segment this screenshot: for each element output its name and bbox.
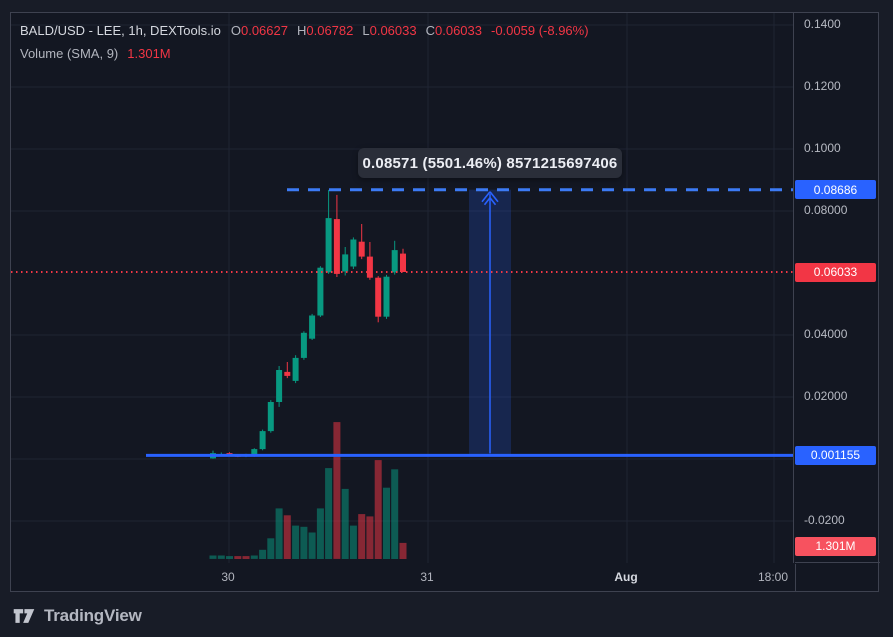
price-tick-label: 0.04000 <box>804 327 848 341</box>
chart-widget: BALD/USD - LEE, 1h, DEXTools.io O0.06627 H… <box>10 12 880 592</box>
candle-body <box>391 250 398 273</box>
volume-bar <box>399 542 407 559</box>
candle-body <box>383 276 390 317</box>
volume-bar <box>308 532 316 559</box>
price-axis-badge: 0.06033 <box>795 262 876 282</box>
tradingview-icon <box>13 609 35 623</box>
volume-bar <box>234 556 242 559</box>
chart-canvas[interactable] <box>11 13 794 563</box>
volume-bar <box>267 538 275 559</box>
open-value: 0.06627 <box>240 23 288 38</box>
price-axis-badge: 1.301M <box>795 536 876 556</box>
candle-body <box>366 256 373 278</box>
volume-legend-row[interactable]: Volume (SMA, 9) 1.301M <box>20 46 589 62</box>
time-tick-label: 31 <box>420 570 434 584</box>
price-tick-label: 0.02000 <box>804 389 848 403</box>
change-value: -0.0059 (-8.96%) <box>491 23 589 38</box>
candle-body <box>276 370 283 402</box>
high-value: 0.06782 <box>306 23 354 38</box>
candle-body <box>317 267 324 316</box>
time-tick-label: 30 <box>221 570 235 584</box>
volume-bar <box>333 422 341 559</box>
price-axis[interactable]: 0.1400 0.1200 0.1000 0.08000 0.04000 0.02000 -… <box>795 13 880 563</box>
volume-bar <box>341 488 349 559</box>
candle-body <box>325 218 332 273</box>
measure-tooltip: 0.08571 (5501.46%) 8571215697406 <box>358 148 622 178</box>
legend: BALD/USD - LEE, 1h, DEXTools.io O0.06627 H… <box>20 23 589 69</box>
high-label: H <box>296 23 307 38</box>
volume-bar <box>316 508 324 559</box>
price-tick-label: 0.1000 <box>804 141 841 155</box>
candle-body <box>358 241 365 257</box>
close-value: 0.06033 <box>435 23 482 38</box>
volume-bar <box>374 460 382 559</box>
candle-body <box>259 431 266 450</box>
tradingview-logo[interactable]: TradingView <box>12 604 142 628</box>
axis-divider <box>795 564 796 591</box>
volume-bar <box>217 555 225 559</box>
volume-bar <box>358 514 366 559</box>
volume-bar <box>209 555 217 559</box>
price-tick-label: 0.08000 <box>804 203 848 217</box>
tradingview-wordmark: TradingView <box>44 606 142 625</box>
volume-bar <box>283 515 291 559</box>
candle-body <box>309 315 316 339</box>
candle-body <box>300 332 307 358</box>
volume-bar <box>349 525 357 559</box>
open-label: O <box>230 23 241 38</box>
price-axis-badge: 0.08686 <box>795 180 876 200</box>
close-label: C <box>425 23 435 38</box>
low-label: L <box>362 23 370 38</box>
candle-body <box>251 449 258 457</box>
candle-body <box>342 254 349 272</box>
volume-bar <box>366 516 374 559</box>
volume-bar <box>259 549 267 559</box>
symbol-legend-row[interactable]: BALD/USD - LEE, 1h, DEXTools.io O0.06627 H… <box>20 23 589 39</box>
candle-body <box>267 402 274 432</box>
time-axis[interactable]: 30 31 Aug 18:00 <box>11 564 878 591</box>
symbol-title[interactable]: BALD/USD - LEE, 1h, DEXTools.io <box>20 23 221 38</box>
low-value: 0.06033 <box>369 23 417 38</box>
volume-bar <box>300 526 308 559</box>
candle-body <box>375 277 382 317</box>
measure-arrow-head <box>481 191 499 206</box>
price-axis-badge: 0.001155 <box>795 445 876 465</box>
price-tick-label: 0.1200 <box>804 79 841 93</box>
candle-body <box>333 219 340 274</box>
volume-bar <box>250 555 258 559</box>
chart-pane[interactable]: BALD/USD - LEE, 1h, DEXTools.io O0.06627 H… <box>11 13 794 563</box>
volume-bar <box>325 468 333 559</box>
volume-bar <box>275 508 283 559</box>
volume-bar <box>383 487 390 559</box>
time-tick-label: 18:00 <box>757 570 789 584</box>
volume-indicator-label[interactable]: Volume (SMA, 9) <box>20 46 119 61</box>
volume-bar <box>226 556 233 559</box>
volume-bar <box>242 556 250 559</box>
candle-body <box>284 371 291 376</box>
time-tick-label: Aug <box>614 570 638 584</box>
volume-indicator-value: 1.301M <box>127 46 171 61</box>
volume-bar <box>391 469 399 559</box>
price-tick-label: 0.1400 <box>804 17 841 31</box>
volume-bar <box>292 525 300 559</box>
candle-body <box>350 239 357 267</box>
price-tick-label: -0.0200 <box>804 513 845 527</box>
candle-body <box>400 253 406 272</box>
candle-body <box>292 357 299 381</box>
